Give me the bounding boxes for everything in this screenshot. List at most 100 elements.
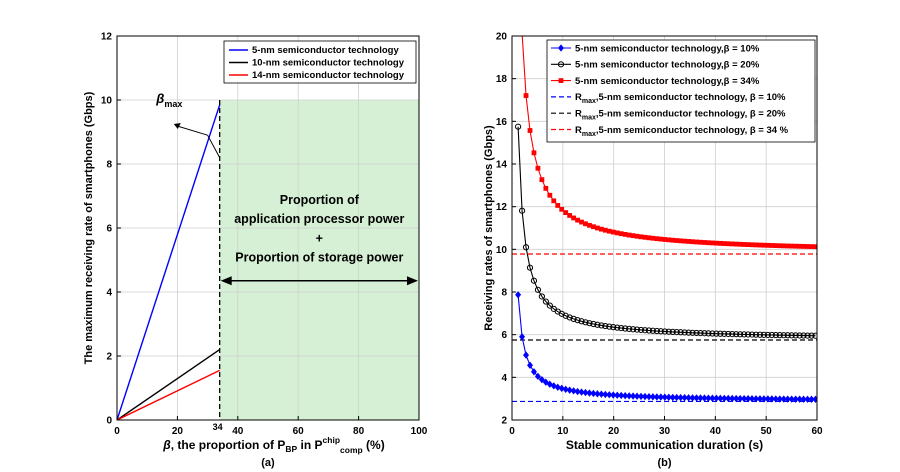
data-point — [598, 322, 605, 329]
data-point — [702, 240, 707, 245]
data-point — [610, 229, 616, 235]
y-tick-label: 6 — [106, 224, 112, 235]
data-point — [682, 238, 688, 244]
data-point — [669, 393, 676, 402]
data-point — [705, 330, 712, 337]
data-point — [741, 242, 747, 247]
x-axis-label: Stable communication duration (s) — [566, 438, 763, 452]
grid — [117, 36, 419, 420]
data-point — [602, 390, 609, 399]
tick-labels: 0 10 20 30 40 50 60 2 4 6 8 10 12 14 16 18 20 — [496, 32, 823, 438]
data-point — [748, 331, 756, 338]
data-point — [729, 394, 736, 403]
y-axis-label: The maximum receiving rate of smartphone… — [83, 91, 95, 364]
series-line — [116, 369, 220, 421]
data-point — [622, 231, 628, 237]
data-point — [813, 244, 817, 250]
x-tick-label: 0 — [114, 426, 120, 437]
data-point — [559, 206, 565, 212]
data-point — [768, 331, 775, 339]
y-tick-label: 8 — [501, 288, 507, 299]
double-arrow-left-head — [220, 276, 232, 286]
data-point — [543, 185, 549, 191]
legend-label: 10-nm semiconductor technology — [252, 58, 405, 69]
tick-labels: 0 20 40 60 80 100 0 2 4 6 8 10 12 — [101, 32, 428, 438]
data-point — [749, 395, 756, 403]
data-point — [642, 234, 648, 240]
legend-label-rest: ,5-nm semiconductor technology, β = 10% — [596, 92, 786, 103]
data-point — [693, 394, 700, 402]
data-point — [665, 393, 672, 401]
data-point — [610, 391, 617, 399]
data-point — [801, 244, 806, 249]
data-point — [630, 233, 636, 239]
y-tick-label: 4 — [501, 373, 507, 384]
data-point — [733, 331, 740, 338]
data-point — [697, 394, 704, 402]
data-point — [757, 242, 763, 248]
data-point — [785, 243, 791, 249]
data-point — [713, 330, 720, 337]
series-line — [116, 104, 221, 421]
x-tick-label: 20 — [172, 426, 184, 437]
data-point — [633, 326, 641, 333]
data-point — [547, 192, 553, 198]
y-tick-label: 8 — [106, 160, 112, 171]
legend-label-rest: ,5-nm semiconductor technology, β = 34 % — [596, 125, 789, 136]
data-point — [638, 392, 645, 401]
data-point — [558, 384, 565, 393]
x-tick-label: 40 — [710, 426, 722, 437]
data-point — [571, 215, 577, 221]
data-point — [515, 123, 522, 130]
legend-label: Rmax,5-nm semiconductor technology, β = … — [575, 92, 786, 105]
data-point — [674, 238, 680, 243]
beta-max-arrow — [175, 125, 208, 136]
x-tick-label: 60 — [811, 426, 823, 437]
y-tick-label: 12 — [101, 32, 113, 43]
data-point — [694, 239, 699, 245]
data-point — [744, 331, 752, 338]
data-point — [582, 388, 589, 397]
data-point — [558, 78, 564, 83]
data-point — [709, 240, 715, 246]
data-point — [531, 150, 537, 156]
data-point — [606, 391, 613, 399]
data-point — [709, 330, 716, 337]
data-point — [689, 329, 696, 336]
data-point — [760, 395, 767, 403]
data-point — [551, 198, 557, 204]
data-point — [535, 165, 541, 171]
legend-items: 5-nm semiconductor technology 10-nm semic… — [229, 45, 405, 81]
data-point — [717, 394, 724, 402]
beta-max-arrowhead — [173, 123, 181, 129]
data-point — [733, 394, 740, 403]
data-point — [626, 325, 633, 332]
data-point — [756, 395, 763, 403]
data-point — [518, 207, 526, 214]
data-point — [538, 375, 545, 384]
data-point — [705, 394, 712, 402]
data-point — [629, 326, 637, 333]
data-point — [772, 331, 779, 339]
panel-label-a: (a) — [261, 457, 275, 469]
x-axis-label: β, the proportion of PBP in Pchipcomp (%… — [162, 435, 384, 455]
data-point — [614, 324, 621, 331]
data-point — [626, 232, 632, 238]
data-point — [808, 332, 815, 339]
data-point — [594, 321, 601, 328]
data-point — [653, 327, 660, 335]
data-point — [800, 332, 807, 339]
y-axis-label: Receiving rates of smartphones (Gbps) — [483, 125, 495, 331]
data-point — [796, 395, 803, 403]
data-point — [630, 392, 637, 400]
data-point — [570, 315, 577, 322]
data-point — [756, 331, 764, 338]
legend-label-sub: max — [582, 98, 596, 105]
data-point — [769, 243, 775, 248]
xtick-label-34: 34 — [213, 422, 223, 432]
legend-label-main: R — [575, 109, 582, 120]
data-point — [717, 240, 723, 246]
y-tick-label: 12 — [496, 202, 508, 213]
data-point — [574, 387, 581, 396]
data-point — [745, 242, 751, 248]
